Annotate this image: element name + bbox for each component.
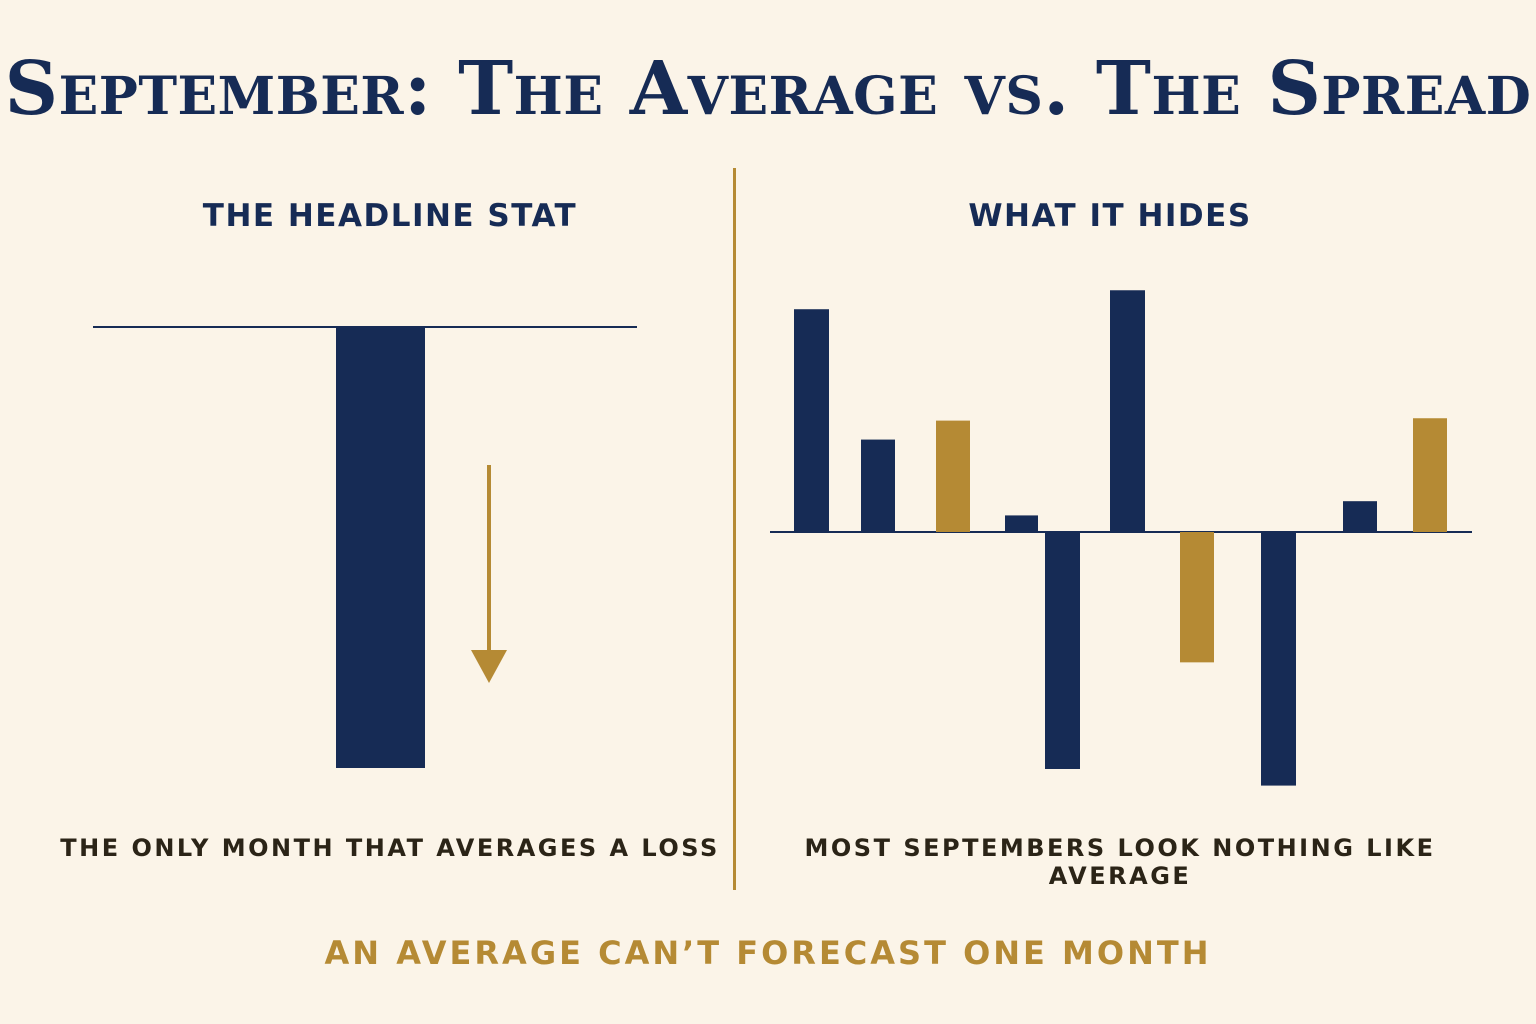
down-arrow-head bbox=[471, 650, 507, 683]
spread-bar-10 bbox=[1413, 418, 1447, 532]
spread-bar-4 bbox=[1005, 515, 1038, 532]
page-title: September: The Average vs. The Spread bbox=[4, 46, 1532, 132]
panel-divider bbox=[733, 168, 736, 890]
spread-bar-3 bbox=[936, 420, 970, 532]
left-average-bar bbox=[336, 327, 425, 768]
spread-bar-5 bbox=[1045, 532, 1080, 769]
spread-bar-2 bbox=[861, 439, 895, 532]
spread-chart bbox=[770, 290, 1472, 786]
spread-bar-8 bbox=[1261, 532, 1296, 786]
spread-bar-1 bbox=[794, 309, 829, 532]
left-panel-caption: THE ONLY MONTH THAT AVERAGES A LOSS bbox=[60, 834, 720, 862]
spread-bar-7 bbox=[1180, 532, 1214, 663]
footer-takeaway: AN AVERAGE CAN’T FORECAST ONE MONTH bbox=[324, 934, 1212, 972]
spread-bar-9 bbox=[1343, 501, 1377, 532]
right-panel-title: WHAT IT HIDES bbox=[968, 198, 1252, 234]
left-panel-title: THE HEADLINE STAT bbox=[202, 198, 578, 234]
spread-bar-6 bbox=[1110, 290, 1145, 532]
right-panel-caption: MOST SEPTEMBERS LOOK NOTHING LIKE AVERAG… bbox=[804, 834, 1436, 890]
headline-stat-chart bbox=[93, 326, 637, 768]
